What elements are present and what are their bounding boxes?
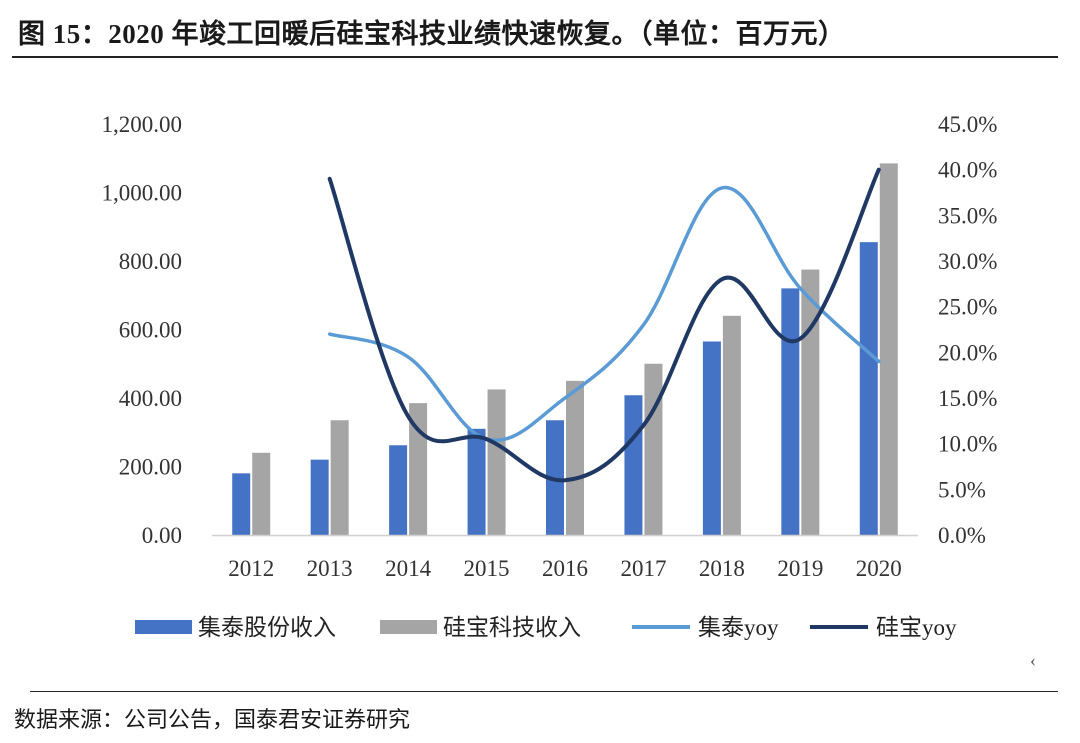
legend-label: 集泰yoy [698,615,779,640]
x-tick-label: 2017 [620,556,666,581]
legend-jitai-revenue: 集泰股份收入 [135,615,336,640]
legend-swatch [380,620,437,634]
left-tick-label: 0.00 [142,523,182,548]
bar-jitai-2018 [702,341,721,535]
left-tick-label: 800.00 [119,249,182,274]
legend-jitai-yoy: 集泰yoy [632,615,779,640]
x-tick-label: 2016 [542,556,588,581]
legend: 集泰股份收入 硅宝科技收入 集泰yoy 硅宝yoy [135,615,957,640]
bar-jitai-2014 [389,445,408,535]
x-tick-label: 2019 [777,556,823,581]
left-tick-label: 1,200.00 [102,112,183,137]
line-guibao-yoy [327,167,881,483]
x-tick-label: 2015 [464,556,510,581]
right-tick-label: 25.0% [938,295,997,320]
bar-guibao-2020 [879,163,898,535]
x-tick-label: 2018 [699,556,745,581]
right-tick-label: 0.0% [938,523,986,548]
x-tick-label: 2013 [307,556,353,581]
title-divider [12,56,1058,58]
bar-guibao-2019 [801,269,820,535]
bar-jitai-2012 [232,473,251,535]
left-tick-label: 600.00 [119,318,182,343]
x-tick-label: 2014 [385,556,432,581]
lines-layer [327,167,881,483]
left-tick-label: 200.00 [119,455,182,480]
left-tick-label: 1,000.00 [102,181,183,206]
footer-divider [30,691,1058,692]
bar-guibao-2016 [566,380,584,535]
legend-guibao-revenue: 硅宝科技收入 [380,615,581,640]
right-tick-label: 10.0% [938,432,997,457]
bar-guibao-2017 [644,363,663,535]
x-axis-ticks: 2012 2013 2014 2015 2016 2017 2018 2019 2020 [228,556,902,581]
right-axis-ticks: 0.0% 5.0% 10.0% 15.0% 20.0% 25.0% 30.0% 35.0% 40… [938,112,997,548]
x-tick-label: 2020 [856,556,902,581]
bar-jitai-2019 [781,288,800,535]
right-tick-label: 15.0% [938,386,997,411]
bar-jitai-2020 [859,242,878,535]
legend-swatch [135,620,192,634]
chevron-left-icon: ‹ [1030,650,1036,670]
bar-jitai-2015 [467,428,486,535]
bar-jitai-2017 [624,395,643,535]
right-tick-label: 35.0% [938,203,997,228]
source-note: 数据来源：公司公告，国泰君安证券研究 [14,707,411,732]
bar-guibao-2015 [487,389,506,535]
bar-guibao-2013 [330,420,349,535]
revenue-yoy-chart: 0.00 200.00 400.00 600.00 800.00 1,000.00 1,20… [102,112,1037,670]
x-tick-label: 2012 [228,556,274,581]
right-tick-label: 30.0% [938,249,997,274]
line-jitai-yoy [327,186,881,443]
right-tick-label: 20.0% [938,340,997,365]
right-tick-label: 40.0% [938,158,997,183]
legend-label: 集泰股份收入 [198,615,336,640]
left-tick-label: 400.00 [119,386,182,411]
legend-label: 硅宝yoy [876,615,957,640]
right-tick-label: 5.0% [938,477,986,502]
bar-jitai-2013 [310,459,329,535]
bar-guibao-2018 [722,315,741,535]
left-axis-ticks: 0.00 200.00 400.00 600.00 800.00 1,000.00 1,20… [102,112,183,548]
legend-label: 硅宝科技收入 [443,615,581,640]
right-tick-label: 45.0% [938,112,997,137]
page-title: 图 15：2020 年竣工回暖后硅宝科技业绩快速恢复。（单位：百万元） [18,19,846,49]
legend-guibao-yoy: 硅宝yoy [810,615,957,640]
bar-guibao-2012 [252,452,271,535]
